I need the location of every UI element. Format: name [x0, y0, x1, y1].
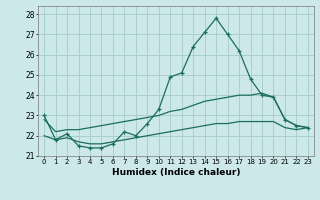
X-axis label: Humidex (Indice chaleur): Humidex (Indice chaleur)	[112, 168, 240, 177]
